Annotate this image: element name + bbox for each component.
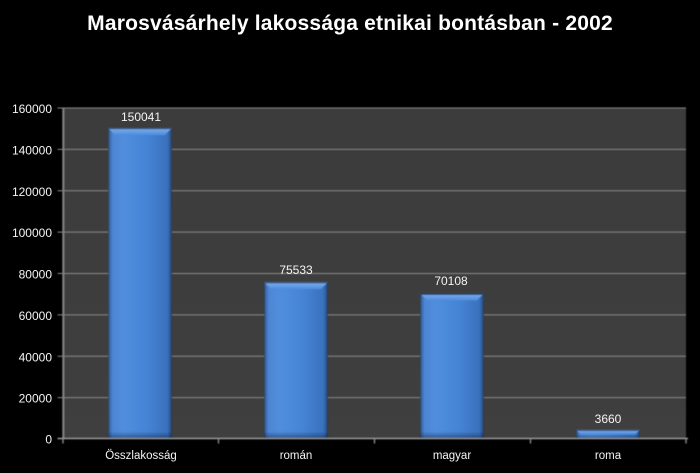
svg-text:20000: 20000 [19, 392, 53, 406]
svg-text:80000: 80000 [19, 268, 53, 282]
svg-text:0: 0 [45, 432, 52, 446]
svg-text:magyar: magyar [433, 450, 472, 462]
svg-text:60000: 60000 [19, 309, 53, 323]
svg-text:70108: 70108 [434, 274, 468, 288]
svg-text:román: román [280, 450, 313, 462]
svg-text:Összlakosság: Összlakosság [105, 450, 177, 462]
svg-text:140000: 140000 [12, 143, 52, 157]
svg-text:120000: 120000 [12, 185, 52, 199]
svg-text:150041: 150041 [121, 110, 161, 124]
svg-text:3660: 3660 [595, 412, 622, 426]
svg-text:40000: 40000 [19, 350, 53, 364]
svg-text:100000: 100000 [12, 226, 52, 240]
svg-text:roma: roma [595, 450, 622, 462]
svg-text:160000: 160000 [12, 102, 52, 116]
svg-text:75533: 75533 [279, 263, 313, 277]
